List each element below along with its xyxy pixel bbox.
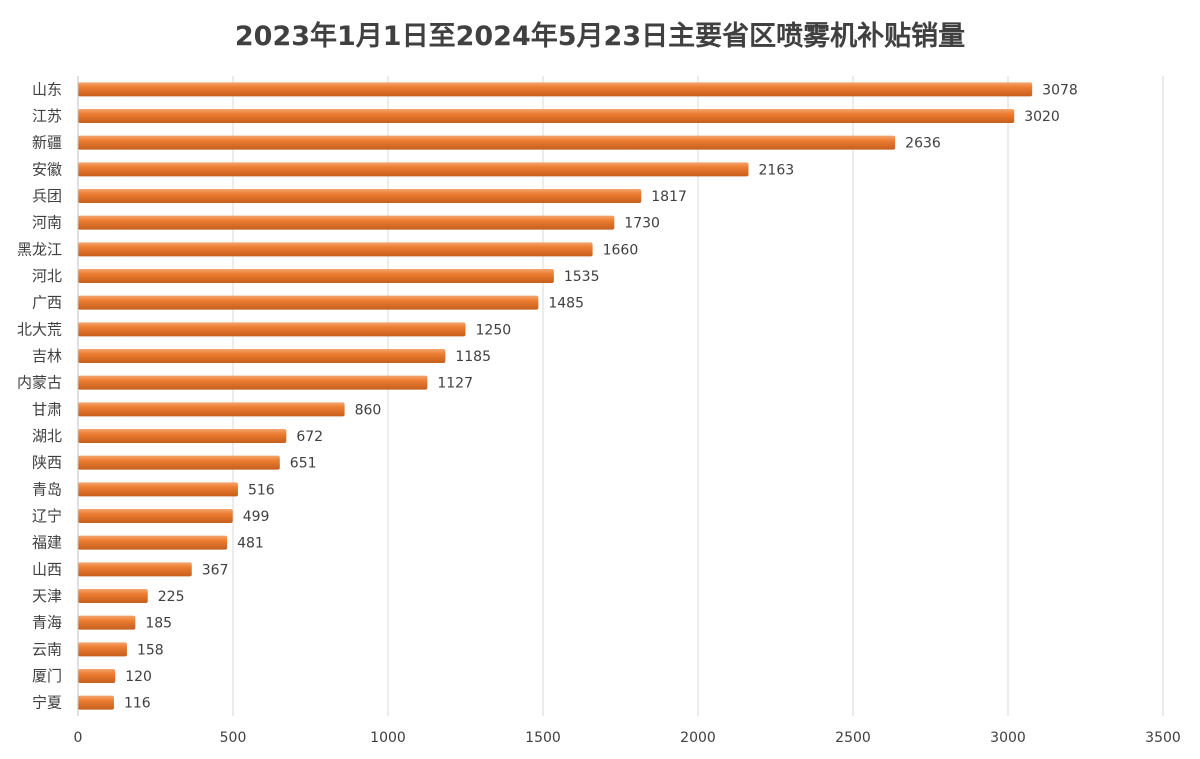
bar (78, 295, 539, 310)
category-label: 甘肃 (32, 400, 62, 418)
category-label: 河南 (32, 214, 62, 232)
category-label: 兵团 (32, 187, 62, 205)
bar (78, 402, 345, 417)
bar (78, 455, 280, 470)
bar (78, 482, 238, 497)
category-label: 青岛 (32, 480, 62, 498)
category-label: 山西 (32, 560, 62, 578)
bar (78, 562, 192, 577)
bar (78, 109, 1015, 123)
bar (78, 349, 446, 363)
data-label: 120 (125, 669, 152, 685)
data-label: 3078 (1042, 82, 1078, 98)
data-label: 1185 (455, 349, 491, 365)
bar (78, 642, 127, 657)
bar (78, 135, 896, 150)
category-label: 江苏 (32, 107, 62, 125)
bar (78, 269, 554, 283)
category-label: 山东 (32, 80, 62, 98)
x-tick-label: 3000 (990, 730, 1026, 746)
data-label: 1535 (564, 269, 600, 285)
x-tick-label: 2000 (680, 730, 716, 746)
category-label: 黑龙江 (17, 240, 62, 258)
data-label: 481 (237, 536, 264, 552)
data-label: 2636 (905, 136, 941, 152)
bar (78, 242, 593, 257)
category-label: 安徽 (32, 160, 62, 178)
data-label: 499 (243, 509, 270, 525)
data-label: 185 (145, 616, 172, 632)
category-label: 宁夏 (32, 694, 62, 712)
x-tick-label: 1000 (370, 730, 406, 746)
bar (78, 429, 287, 443)
data-label: 672 (296, 429, 323, 445)
bar (78, 589, 148, 603)
category-label: 北大荒 (17, 320, 62, 338)
data-label: 1730 (624, 216, 660, 232)
x-tick-labels: 0 500 1000 1500 2000 2500 3000 3500 (74, 730, 1181, 746)
category-label: 陕西 (32, 454, 62, 472)
x-tick-label: 0 (74, 730, 83, 746)
bar (78, 695, 114, 710)
bars (78, 82, 1033, 710)
data-label: 1127 (437, 376, 473, 392)
category-label: 新疆 (32, 134, 62, 152)
category-label: 广西 (32, 294, 62, 312)
bar (78, 322, 466, 337)
data-label: 2163 (759, 162, 795, 178)
bar (78, 162, 749, 177)
bar (78, 215, 615, 230)
bar (78, 375, 428, 390)
grid-lines (232, 76, 1164, 716)
category-label: 内蒙古 (17, 374, 62, 392)
data-label: 1660 (603, 242, 639, 258)
category-label: 厦门 (32, 667, 62, 685)
category-label: 天津 (32, 587, 62, 605)
data-label: 367 (202, 562, 229, 578)
x-tick-label: 2500 (835, 730, 871, 746)
bar (78, 669, 116, 683)
bar (78, 509, 233, 523)
data-label: 1250 (476, 322, 512, 338)
bar (78, 189, 642, 203)
data-label: 651 (290, 456, 317, 472)
category-label: 吉林 (32, 347, 62, 365)
data-label: 1817 (651, 189, 687, 205)
category-label: 福建 (32, 534, 62, 552)
bar (78, 615, 136, 630)
data-label: 158 (137, 642, 164, 658)
data-label: 860 (355, 402, 382, 418)
data-label: 516 (248, 482, 275, 498)
category-label: 辽宁 (32, 507, 62, 525)
bar (78, 535, 228, 550)
x-tick-label: 500 (220, 730, 247, 746)
x-tick-label: 1500 (525, 730, 561, 746)
data-label: 116 (124, 696, 151, 712)
category-label: 云南 (32, 640, 62, 658)
data-label: 3020 (1024, 109, 1060, 125)
data-label: 225 (158, 589, 185, 605)
data-label: 1485 (548, 296, 584, 312)
bar (78, 82, 1033, 97)
x-tick-label: 3500 (1145, 730, 1181, 746)
chart-title: 2023年1月1日至2024年5月23日主要省区喷雾机补贴销量 (234, 21, 966, 52)
category-label: 河北 (32, 267, 62, 285)
category-labels: 山东江苏新疆安徽兵团河南黑龙江河北广西北大荒吉林内蒙古甘肃湖北陕西青岛辽宁福建山… (17, 80, 62, 711)
category-label: 湖北 (32, 427, 62, 445)
category-label: 青海 (32, 614, 62, 632)
